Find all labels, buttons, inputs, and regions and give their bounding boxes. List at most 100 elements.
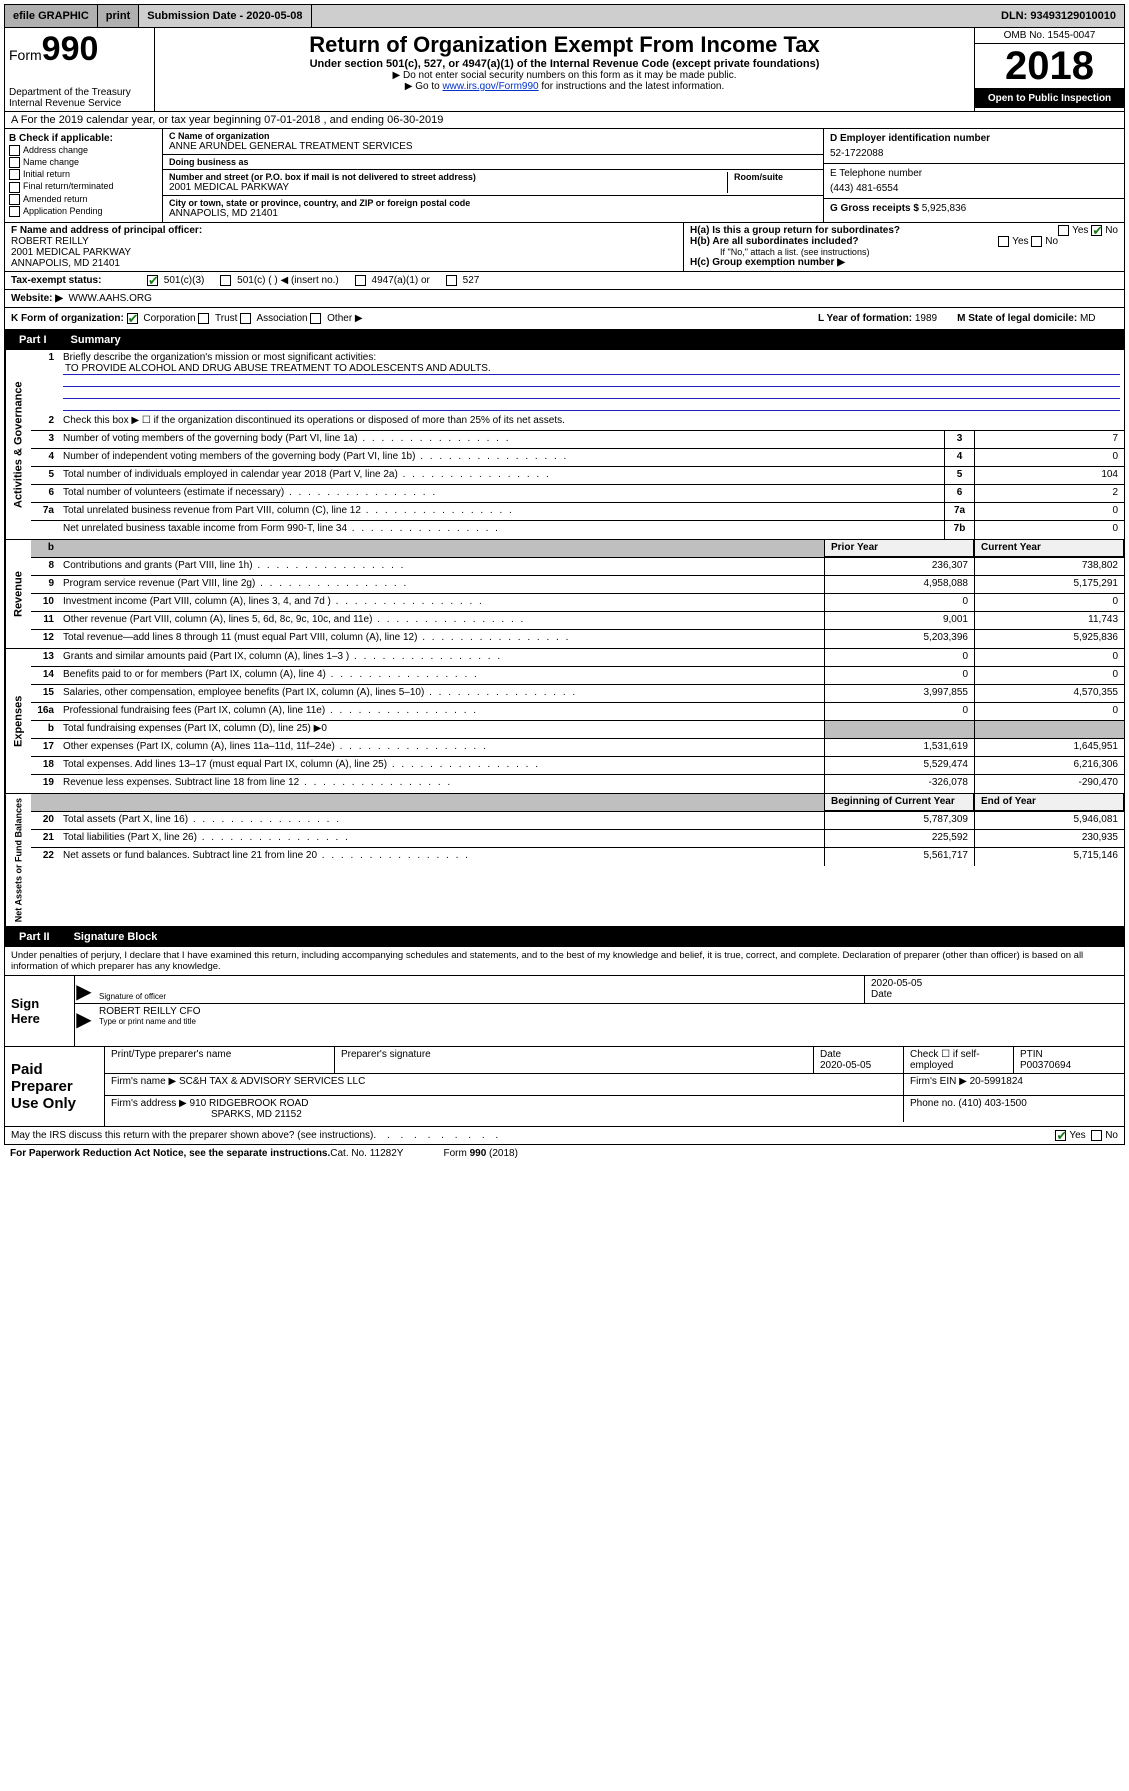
cb-501c[interactable] xyxy=(220,275,231,286)
room-label: Room/suite xyxy=(734,172,817,182)
cb-trust[interactable] xyxy=(198,313,209,324)
exp-row: 18 Total expenses. Add lines 13–17 (must… xyxy=(31,757,1124,775)
column-d: D Employer identification number 52-1722… xyxy=(824,129,1124,222)
cb-final-return[interactable]: Final return/terminated xyxy=(9,181,158,192)
sign-here-label: Sign Here xyxy=(5,976,75,1046)
ein-label: D Employer identification number xyxy=(830,133,1118,144)
website-value: WWW.AAHS.ORG xyxy=(69,293,152,304)
cb-name-change[interactable]: Name change xyxy=(9,157,158,168)
gov-row: 6 Total number of volunteers (estimate i… xyxy=(31,485,1124,503)
check-if-applicable: B Check if applicable: xyxy=(9,133,158,144)
sig-date: 2020-05-05 xyxy=(871,978,1118,989)
f-label: F Name and address of principal officer: xyxy=(11,225,202,236)
submission-date: Submission Date - 2020-05-08 xyxy=(139,5,311,27)
arrow-icon: ▶ xyxy=(75,976,93,1003)
arrow-icon: ▶ xyxy=(75,1004,93,1030)
tax-year: 2018 xyxy=(975,44,1124,88)
addr-value: 2001 MEDICAL PARKWAY xyxy=(169,182,727,193)
cb-amended-return[interactable]: Amended return xyxy=(9,194,158,205)
row-i: Tax-exempt status: 501(c)(3) 501(c) ( ) … xyxy=(4,272,1125,290)
prior-year-hdr: Prior Year xyxy=(824,540,974,557)
hb-note: If "No," attach a list. (see instruction… xyxy=(690,247,1118,257)
part2-header: Part II Signature Block xyxy=(4,927,1125,947)
form-title: Return of Organization Exempt From Incom… xyxy=(159,32,970,58)
net-row: 20 Total assets (Part X, line 16) 5,787,… xyxy=(31,812,1124,830)
firm-ein: 20-5991824 xyxy=(970,1076,1023,1087)
org-name-label: C Name of organization xyxy=(169,131,817,141)
column-b: B Check if applicable: Address change Na… xyxy=(5,129,163,222)
penalty-statement: Under penalties of perjury, I declare th… xyxy=(5,947,1124,976)
form-note2: ▶ Go to www.irs.gov/Form990 for instruct… xyxy=(159,81,970,92)
gov-row: 4 Number of independent voting members o… xyxy=(31,449,1124,467)
form-subtitle: Under section 501(c), 527, or 4947(a)(1)… xyxy=(159,58,970,70)
addr-label: Number and street (or P.O. box if mail i… xyxy=(169,172,727,182)
dba-label: Doing business as xyxy=(169,157,817,167)
dept-line2: Internal Revenue Service xyxy=(9,98,150,109)
rev-row: 10 Investment income (Part VIII, column … xyxy=(31,594,1124,612)
pra-notice: For Paperwork Reduction Act Notice, see … xyxy=(10,1148,330,1159)
officer-name: ROBERT REILLY xyxy=(11,236,677,247)
officer-addr1: 2001 MEDICAL PARKWAY xyxy=(11,247,677,258)
cb-application-pending[interactable]: Application Pending xyxy=(9,206,158,217)
cb-4947[interactable] xyxy=(355,275,366,286)
exp-row: 14 Benefits paid to or for members (Part… xyxy=(31,667,1124,685)
hc-row: H(c) Group exemption number ▶ xyxy=(690,257,1118,268)
signature-block: Under penalties of perjury, I declare th… xyxy=(4,947,1125,1127)
form-footer: Form 990 (2018) xyxy=(443,1148,517,1159)
tax-exempt-label: Tax-exempt status: xyxy=(11,275,131,286)
date-label: Date xyxy=(871,989,1118,1000)
irs-link[interactable]: www.irs.gov/Form990 xyxy=(442,81,538,92)
dln-label: DLN: 93493129010010 xyxy=(993,5,1124,27)
gov-row: 5 Total number of individuals employed i… xyxy=(31,467,1124,485)
org-info-block: B Check if applicable: Address change Na… xyxy=(4,129,1125,223)
row-f-h: F Name and address of principal officer:… xyxy=(4,223,1125,272)
form-number: 990 xyxy=(42,30,99,68)
mission-prompt: Briefly describe the organization's miss… xyxy=(63,352,1120,363)
form-header: Form990 Department of the Treasury Inter… xyxy=(4,28,1125,112)
rev-row: 8 Contributions and grants (Part VIII, l… xyxy=(31,558,1124,576)
discuss-row: May the IRS discuss this return with the… xyxy=(4,1127,1125,1145)
expenses-label: Expenses xyxy=(5,649,31,793)
website-label: Website: ▶ xyxy=(11,293,63,304)
open-to-public: Open to Public Inspection xyxy=(975,88,1124,108)
gov-row: 7a Total unrelated business revenue from… xyxy=(31,503,1124,521)
phone-label: E Telephone number xyxy=(830,168,1118,179)
org-name: ANNE ARUNDEL GENERAL TREATMENT SERVICES xyxy=(169,141,817,152)
form-org-label: K Form of organization: xyxy=(11,313,124,324)
net-assets-section: Net Assets or Fund Balances Beginning of… xyxy=(4,794,1125,927)
part1-header: Part I Summary xyxy=(4,330,1125,350)
gov-row: Net unrelated business taxable income fr… xyxy=(31,521,1124,539)
firm-name: SC&H TAX & ADVISORY SERVICES LLC xyxy=(179,1076,365,1087)
begin-year-hdr: Beginning of Current Year xyxy=(824,794,974,811)
cb-discuss-yes[interactable] xyxy=(1055,1130,1066,1141)
mission-text: TO PROVIDE ALCOHOL AND DRUG ABUSE TREATM… xyxy=(63,363,1120,375)
toolbar-spacer xyxy=(312,5,993,27)
hb-row: H(b) Are all subordinates included? Yes … xyxy=(690,236,1118,247)
city-label: City or town, state or province, country… xyxy=(169,198,817,208)
cb-address-change[interactable]: Address change xyxy=(9,145,158,156)
year-formation: 1989 xyxy=(915,313,937,324)
paid-preparer-label: Paid Preparer Use Only xyxy=(5,1047,105,1126)
cb-association[interactable] xyxy=(240,313,251,324)
cb-501c3[interactable] xyxy=(147,275,158,286)
expenses-section: Expenses 13 Grants and similar amounts p… xyxy=(4,649,1125,794)
exp-row: 19 Revenue less expenses. Subtract line … xyxy=(31,775,1124,793)
omb-number: OMB No. 1545-0047 xyxy=(975,28,1124,44)
cb-527[interactable] xyxy=(446,275,457,286)
dept-line1: Department of the Treasury xyxy=(9,87,150,98)
efile-graphic-button[interactable]: efile GRAPHIC xyxy=(5,5,98,27)
print-button[interactable]: print xyxy=(98,5,139,27)
exp-row: 13 Grants and similar amounts paid (Part… xyxy=(31,649,1124,667)
form-note1: ▶ Do not enter social security numbers o… xyxy=(159,70,970,81)
cb-discuss-no[interactable] xyxy=(1091,1130,1102,1141)
cb-corporation[interactable] xyxy=(127,313,138,324)
firm-phone: (410) 403-1500 xyxy=(958,1098,1026,1109)
row-a-tax-year: A For the 2019 calendar year, or tax yea… xyxy=(4,112,1125,129)
cb-initial-return[interactable]: Initial return xyxy=(9,169,158,180)
cb-other[interactable] xyxy=(310,313,321,324)
ha-row: H(a) Is this a group return for subordin… xyxy=(690,225,1118,236)
firm-addr1: 910 RIDGEBROOK ROAD xyxy=(190,1098,309,1109)
revenue-section: Revenue b Prior Year Current Year 8 Cont… xyxy=(4,540,1125,649)
gov-row: 3 Number of voting members of the govern… xyxy=(31,431,1124,449)
rev-row: 9 Program service revenue (Part VIII, li… xyxy=(31,576,1124,594)
